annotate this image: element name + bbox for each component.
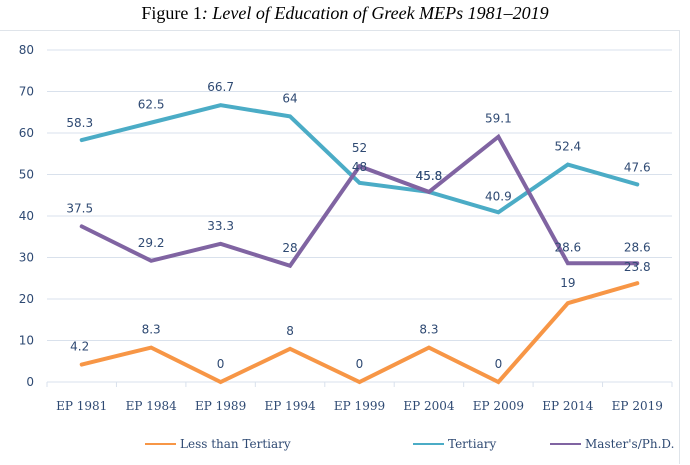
data-label: 37.5 (66, 201, 93, 215)
data-label: 0 (217, 357, 225, 371)
legend: Less than Tertiary Tertiary Master's/Ph.D. (145, 437, 674, 451)
data-label: 8.3 (419, 323, 438, 337)
x-tick-label: EP 2019 (612, 399, 663, 413)
x-tick-label: EP 1989 (195, 399, 246, 413)
data-label: 45.8 (416, 169, 443, 183)
legend-label: Less than Tertiary (180, 437, 291, 451)
series-line-1 (79, 103, 640, 215)
y-tick-label: 50 (19, 168, 34, 182)
x-tick-label: EP 2004 (403, 399, 455, 413)
data-label: 8.3 (142, 323, 161, 337)
data-label: 4.2 (70, 340, 89, 354)
data-label: 64 (282, 91, 297, 105)
gridlines (47, 49, 672, 383)
x-tick-label: EP 1999 (334, 399, 385, 413)
chart-title-italic: Level of Education of Greek MEPs 1981–20… (212, 3, 549, 23)
data-label: 40.9 (485, 189, 512, 203)
x-tick-label: EP 2014 (542, 399, 594, 413)
y-tick-label: 20 (19, 292, 34, 306)
data-label: 47.6 (624, 160, 651, 174)
chart-title-prefix: Figure 1 (141, 3, 202, 23)
series-lines (79, 103, 640, 385)
chart-title-sep: : (201, 3, 213, 23)
x-axis: EP 1981 EP 1984 EP 1989 EP 1994 EP 1999 EP 20… (46, 382, 673, 413)
series-line-0 (79, 281, 640, 385)
data-label: 8 (286, 324, 294, 338)
data-label: 48 (352, 160, 367, 174)
data-label: 59.1 (485, 112, 512, 126)
data-label: 28 (282, 241, 297, 255)
data-label: 33.3 (207, 219, 234, 233)
series-line-2 (79, 133, 640, 269)
x-tick-label: EP 1984 (126, 399, 178, 413)
data-label: 28.6 (624, 240, 651, 254)
data-label: 58.3 (66, 116, 93, 130)
y-tick-label: 40 (19, 209, 34, 223)
chart-title: Figure 1: Level of Education of Greek ME… (0, 0, 690, 26)
y-tick-label: 30 (19, 251, 34, 265)
y-tick-label: 0 (26, 375, 34, 389)
x-tick-label: EP 1994 (264, 399, 316, 413)
data-label: 52.4 (554, 140, 581, 154)
data-label: 23.8 (624, 260, 651, 274)
data-label: 45.8 (416, 169, 443, 183)
data-label: 0 (495, 357, 503, 371)
x-tick-label: EP 1981 (56, 399, 107, 413)
data-label: 52 (352, 141, 367, 155)
y-tick-label: 80 (19, 43, 34, 57)
data-labels: 4.2 8.3 0 8 0 8.3 0 19 23.8 58.3 62.5 66.7 64 48 45.8 4… (66, 80, 650, 371)
y-axis: 0 10 20 30 40 50 60 70 80 (19, 43, 34, 389)
data-label: 29.2 (138, 236, 165, 250)
chart-frame (0, 30, 680, 464)
x-tick-label: EP 2009 (473, 399, 524, 413)
y-tick-label: 70 (19, 85, 34, 99)
y-tick-label: 60 (19, 126, 34, 140)
data-label: 66.7 (207, 80, 234, 94)
legend-label: Tertiary (448, 437, 496, 451)
data-label: 19 (560, 276, 575, 290)
y-tick-label: 10 (19, 334, 34, 348)
data-label: 0 (356, 357, 364, 371)
data-label: 62.5 (138, 98, 165, 112)
legend-label: Master's/Ph.D. (585, 437, 674, 451)
data-label: 28.6 (554, 240, 581, 254)
